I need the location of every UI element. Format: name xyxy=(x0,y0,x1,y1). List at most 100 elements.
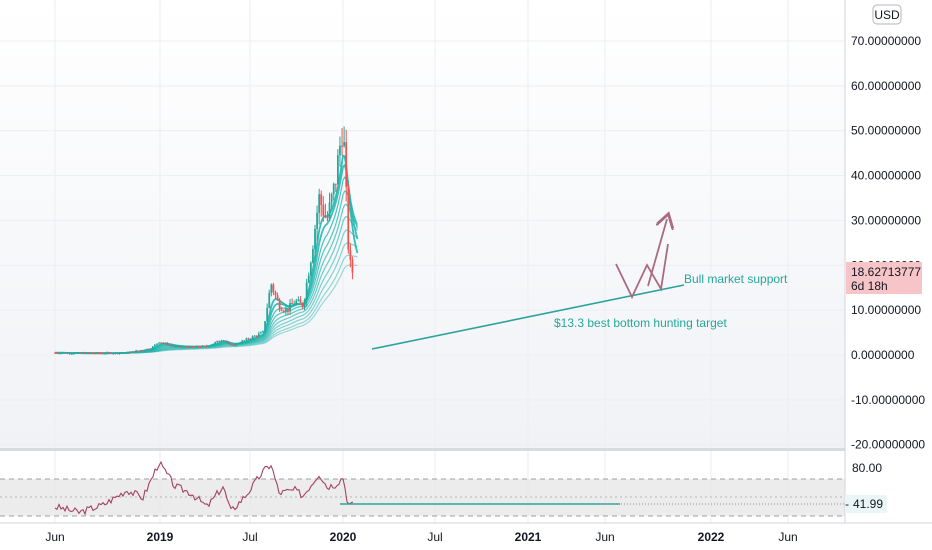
time-tick: Jun xyxy=(45,530,64,544)
candle-body xyxy=(164,342,167,344)
candle-body xyxy=(339,145,341,156)
last-price-countdown: 6d 18h xyxy=(851,279,888,293)
candle-body xyxy=(133,351,135,353)
candle-body xyxy=(322,205,325,216)
candle-body xyxy=(241,340,244,343)
candle-body xyxy=(284,308,287,312)
candle-body xyxy=(114,352,117,354)
candle-body xyxy=(245,338,248,341)
candle-body xyxy=(199,346,202,348)
candle-body xyxy=(226,341,229,344)
candle-body xyxy=(237,343,239,345)
candle-body xyxy=(235,343,237,346)
rsi-dash: - xyxy=(845,497,849,511)
candle-body xyxy=(303,299,306,308)
candle-body xyxy=(320,194,323,206)
time-axis-bg[interactable] xyxy=(0,523,932,550)
candle-body xyxy=(324,215,327,217)
main-pane-bg xyxy=(0,0,845,449)
candle-body xyxy=(316,212,318,229)
price-tick: -10.00000000 xyxy=(851,393,925,407)
price-tick: 60.00000000 xyxy=(851,79,921,93)
candle-body xyxy=(74,352,77,354)
candle-body xyxy=(195,345,198,347)
candle-body xyxy=(91,352,94,354)
time-tick: 2019 xyxy=(147,530,174,544)
candle-body xyxy=(99,353,102,355)
projection-arrow xyxy=(647,219,667,287)
price-tick: 10.00000000 xyxy=(851,303,921,317)
candle-body xyxy=(58,353,61,355)
candle-body xyxy=(193,346,196,348)
candle-body xyxy=(172,345,175,347)
rsi-tick-80: 80.00 xyxy=(852,461,882,475)
last-price-value: 18.62713777 xyxy=(851,265,921,279)
candle-body xyxy=(95,352,98,354)
candle-body xyxy=(118,352,121,354)
candle-body xyxy=(330,194,333,203)
candle-body xyxy=(266,308,269,322)
support-label: Bull market support xyxy=(684,272,788,286)
candle-body xyxy=(251,336,254,339)
currency-label: USD xyxy=(874,8,900,22)
candle-body xyxy=(97,352,100,354)
candle-body xyxy=(174,346,177,348)
candle-body xyxy=(183,346,185,348)
candle-body xyxy=(351,259,354,273)
price-tick: 30.00000000 xyxy=(851,213,921,227)
candle-body xyxy=(257,333,260,337)
candle-body xyxy=(280,309,283,311)
candle-body xyxy=(162,342,165,344)
candle-body xyxy=(222,340,225,342)
candle-body xyxy=(291,303,294,305)
candle-body xyxy=(289,303,291,312)
candle-body xyxy=(93,353,96,355)
candle-body xyxy=(62,352,65,354)
candle-body xyxy=(122,352,125,354)
candle-body xyxy=(203,345,206,347)
candle-body xyxy=(54,352,56,354)
time-tick: Jul xyxy=(427,530,442,544)
candle-body xyxy=(268,293,271,309)
candle-body xyxy=(104,353,106,355)
candle-body xyxy=(293,303,296,305)
candle-body xyxy=(297,299,300,301)
price-tick: 50.00000000 xyxy=(851,124,921,138)
candle-body xyxy=(276,295,279,301)
candle-body xyxy=(243,340,246,342)
candle-body xyxy=(131,351,133,353)
candle-body xyxy=(185,346,187,348)
candles-group xyxy=(54,126,354,355)
candle-body xyxy=(232,344,235,346)
candle-body xyxy=(270,284,273,294)
candle-body xyxy=(197,345,200,347)
candle-body xyxy=(87,352,90,354)
candle-body xyxy=(76,352,79,354)
pane-separator[interactable] xyxy=(0,448,845,451)
candle-body xyxy=(124,352,127,354)
candle-body xyxy=(305,282,308,300)
candle-body xyxy=(141,350,144,352)
candle-body xyxy=(66,352,69,354)
candle-body xyxy=(81,352,83,354)
rsi-value-badge xyxy=(845,495,887,513)
currency-button[interactable] xyxy=(872,4,902,25)
candle-body xyxy=(343,142,346,147)
candle-body xyxy=(314,228,316,250)
candle-body xyxy=(110,352,113,354)
candle-body xyxy=(318,194,321,213)
price-tick: -20.00000000 xyxy=(851,438,925,452)
candle-body xyxy=(168,344,171,346)
candle-body xyxy=(116,352,119,354)
candle-body xyxy=(158,342,160,344)
candle-body xyxy=(70,353,73,355)
candle-body xyxy=(230,344,233,346)
candle-body xyxy=(160,342,162,344)
candle-body xyxy=(253,335,256,337)
candle-body xyxy=(120,352,123,354)
candle-body xyxy=(247,338,250,340)
projection-zigzag xyxy=(615,243,669,300)
candle-body xyxy=(262,331,264,333)
candle-body xyxy=(189,346,192,348)
